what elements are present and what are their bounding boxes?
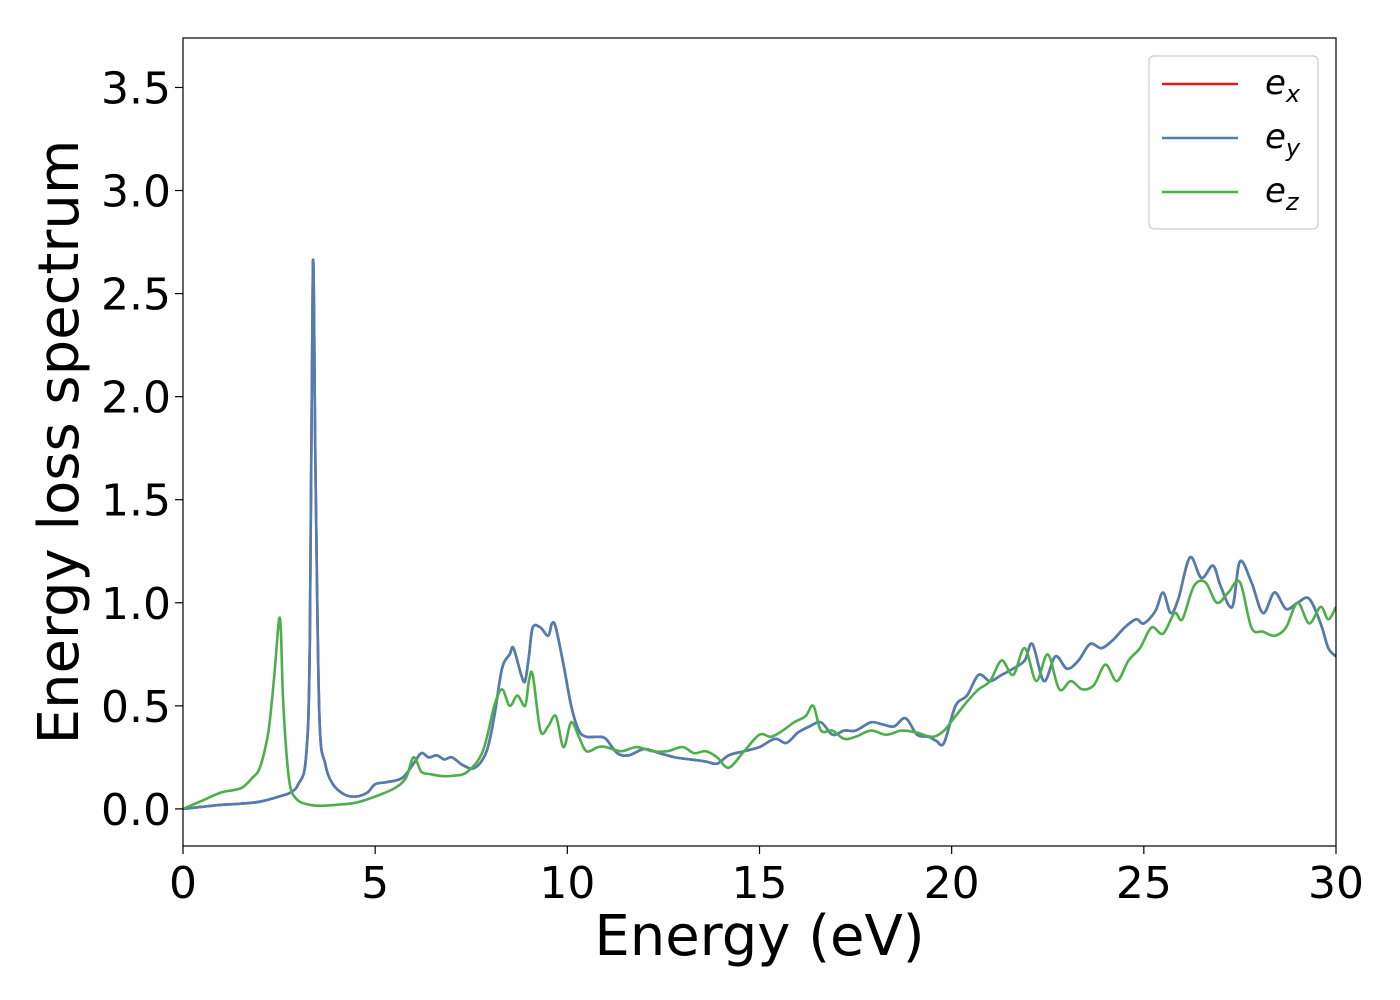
y-tick-label: 3.5 (101, 63, 171, 114)
y-tick-label: 2.5 (101, 270, 171, 321)
series-layer (183, 258, 1336, 811)
y-axis-ticks: 0.0 0.5 1.0 1.5 2.0 2.5 3.0 3.5 (101, 63, 183, 836)
legend-label-ey: ey (1265, 117, 1301, 162)
x-tick-label: 30 (1308, 858, 1364, 909)
x-axis-label: Energy (eV) (594, 904, 924, 969)
x-tick-label: 15 (732, 858, 788, 909)
x-axis-ticks: 0 5 10 15 20 25 30 (169, 846, 1364, 909)
x-tick-label: 10 (539, 858, 595, 909)
legend-box (1148, 55, 1319, 230)
legend-label-ex: ex (1265, 63, 1301, 108)
y-tick-label: 1.5 (101, 476, 171, 527)
y-tick-label: 2.0 (101, 373, 171, 424)
legend: ex ey ez (1148, 55, 1319, 230)
x-tick-label: 25 (1116, 858, 1172, 909)
series-line-ez (183, 579, 1336, 811)
x-tick-label: 5 (361, 858, 389, 909)
legend-label-ez: ez (1265, 171, 1300, 216)
y-tick-label: 0.0 (101, 785, 171, 836)
y-tick-label: 1.0 (101, 579, 171, 630)
x-tick-label: 0 (169, 858, 197, 909)
x-tick-label: 20 (924, 858, 980, 909)
y-tick-label: 3.0 (101, 167, 171, 218)
y-axis-label: Energy loss spectrum (27, 140, 92, 745)
y-tick-label: 0.5 (101, 682, 171, 733)
series-line-ey (183, 258, 1336, 811)
